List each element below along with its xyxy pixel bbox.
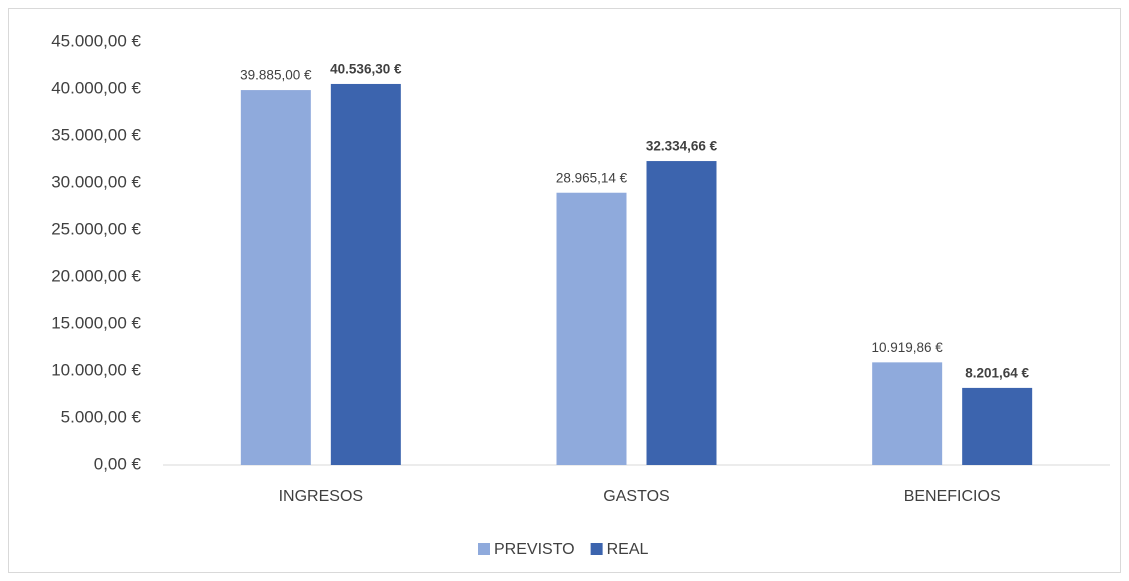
y-tick-label: 10.000,00 € [51, 360, 141, 379]
bar [646, 161, 717, 465]
bar [330, 83, 401, 466]
value-label: 39.885,00 € [240, 68, 312, 83]
y-tick-label: 30.000,00 € [51, 172, 141, 191]
legend-label: REAL [607, 541, 649, 558]
y-tick-label: 20.000,00 € [51, 266, 141, 285]
y-tick-label: 45.000,00 € [51, 31, 141, 50]
bar [872, 362, 943, 465]
x-tick-label: INGRESOS [279, 488, 363, 505]
value-label: 8.201,64 € [965, 365, 1029, 380]
y-tick-label: 0,00 € [94, 454, 142, 473]
value-label: 10.919,86 € [872, 340, 944, 355]
y-tick-label: 15.000,00 € [51, 313, 141, 332]
bar [240, 90, 311, 466]
bar [962, 387, 1033, 465]
y-tick-label: 5.000,00 € [61, 407, 142, 426]
y-tick-label: 25.000,00 € [51, 219, 141, 238]
value-label: 32.334,66 € [646, 139, 718, 154]
y-tick-label: 35.000,00 € [51, 125, 141, 144]
legend-label: PREVISTO [494, 541, 575, 558]
value-label: 40.536,30 € [330, 62, 402, 77]
value-label: 28.965,14 € [556, 170, 628, 185]
legend-swatch [590, 543, 603, 555]
legend-swatch [478, 543, 490, 555]
x-tick-label: BENEFICIOS [904, 488, 1001, 505]
bar [556, 192, 627, 466]
y-tick-label: 40.000,00 € [51, 78, 141, 97]
x-tick-label: GASTOS [603, 488, 669, 505]
